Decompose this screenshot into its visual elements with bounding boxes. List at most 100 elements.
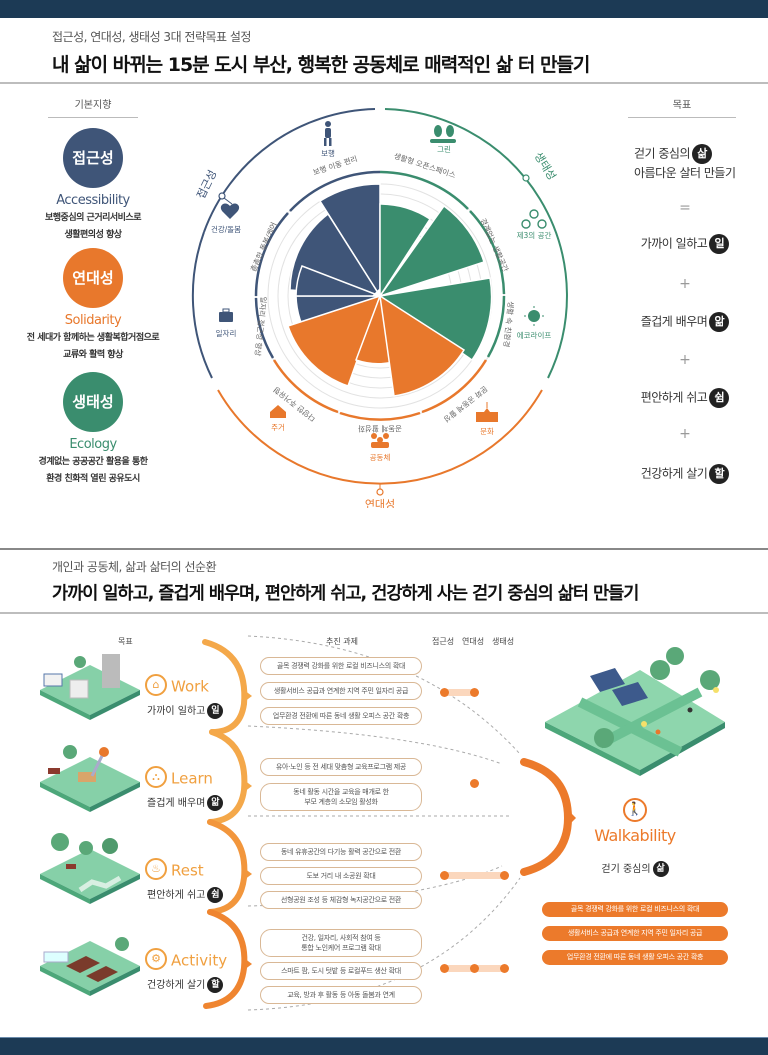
divider [48,117,138,118]
house-icon [270,405,286,418]
shop-icon: ⌂ [145,674,167,696]
task-work-1: 골목 경쟁력 강화를 위한 로컬 비즈니스의 확대 [260,657,422,675]
goal-work-row: ⌂ Work 가까이 일하고 일 [0,660,240,755]
outer-arc-solidarity [217,389,543,485]
principle-desc: 경계없는 공공공간 활용을 통한 환경 친화적 열린 공유도시 [38,457,148,484]
goal-main: 걷기 중심의 삶 아름다운 살터 만들기 [634,144,768,181]
top-bar [0,0,768,18]
heart-pulse-icon [220,203,240,219]
playground-icon: ⛬ [145,766,167,788]
principle-accessibility: 접근성 Accessibility 보행중심의 근거리서비스로 생활편의성 향상 [0,128,186,244]
wedge-green [379,203,432,299]
dot-accessibility [440,964,449,973]
principle-english: Accessibility [56,193,130,208]
icon-label-housing: 주거 [271,423,285,432]
people-network-icon [521,209,547,229]
badge-work: 일 [207,703,224,719]
icon-label-culture: 문화 [480,427,494,436]
goal-sub-rest: 편안하게 쉬고 쉼 [147,886,224,903]
radial-strategy-diagram: 보행 건강/돌봄 일자리 그린 제3의 공간 에코라이프 주거 공동체 문화 보… [191,108,568,508]
badge-rest: 쉼 [207,887,224,903]
task-activity-1: 건강, 일자리, 사회적 참여 등 통합 노인케어 프로그램 확대 [260,929,422,957]
badge-rest: 쉼 [709,388,730,408]
badge-health: 할 [709,464,730,484]
badge-work: 일 [709,234,730,254]
icon-label-jobs: 일자리 [216,329,237,338]
goal-illustrations [40,654,140,996]
section1-title: 내 삶이 바뀌는 15분 도시 부산, 행복한 공동체로 매력적인 삶 터 만들… [52,54,590,76]
principle-solidarity: 연대성 Solidarity 전 세대가 함께하는 생활복합거점으로 교류와 활력… [0,248,186,364]
section2-header: 개인과 공동체, 삶과 삶터의 선순환 가까이 일하고, 즐겁게 배우며, 편안… [0,548,768,614]
principle-ecology: 생태성 Ecology 경계없는 공공공간 활용을 통한 환경 친화적 열린 공유… [0,372,186,488]
community-icon [371,433,389,448]
track-label-community: 공동체 활성화 [358,424,402,434]
bottom-bar [0,1037,768,1055]
goal-name-rest: ♨ Rest [145,858,204,882]
dot-accessibility [440,871,449,880]
outer-arc-ecology [384,108,568,379]
badge-life: 삶 [652,861,669,877]
task-activity-3: 교육, 방과 후 활동 등 아동 돌봄과 연계 [260,986,422,1004]
goal-sub-activity: 건강하게 살기 할 [147,976,224,993]
walkability-task-1: 골목 경쟁력 강화를 위한 로컬 비즈니스의 확대 [542,902,728,917]
principle-english: Solidarity [64,313,122,328]
goal-name-activity: ⚙ Activity [145,948,227,972]
plus-sign: + [679,352,691,368]
briefcase-icon [219,308,233,322]
walkability-illustration-icon [545,647,725,776]
plus-sign: + [679,276,691,292]
left-header-label: 기본지향 [74,100,112,111]
task-learn-2: 동네 활동 시간을 교육을 매개로 한 부모 계층의 소모임 활성화 [260,783,422,811]
task-learn-1: 유아·노인 등 전 세대 맞춤형 교육프로그램 제공 [260,758,422,776]
dot-ecology [500,964,509,973]
goal-name-learn: ⛬ Learn [145,766,213,790]
wedge-culture [379,294,466,397]
icon-label-third-space: 제3의 공간 [517,230,552,240]
learn-illustration-icon [40,745,140,812]
sun-icon [524,306,544,326]
rest-illustration-icon [40,833,140,904]
walkability-task-2: 생활서비스 공급과 연계한 지역 주민 일자리 공급 [542,926,728,941]
left-column-header: 기본지향 [48,96,138,118]
goal-health: 건강하게 살기 할 [610,464,760,484]
task-work-3: 업무환경 전환에 따른 동네 생활 오피스 공간 확충 [260,707,422,725]
plus-sign: + [679,426,691,442]
col-label-tasks: 추진 과제 [326,637,358,646]
goal-rest: 편안하게 쉬고 쉼 [610,388,760,408]
icon-label-care: 건강/돌봄 [211,224,241,234]
task-rest-3: 선형공원 조성 등 체감형 녹지공간으로 전환 [260,891,422,909]
outer-arc-accessibility [203,108,376,233]
badge-activity: 할 [207,977,224,993]
track-label-ecolife: 생활 속 친환경 [502,301,517,348]
track-label-third-space: 경계없는 생활공간 [478,216,511,273]
walkability-sub: 걷기 중심의 삶 [580,860,690,877]
walkability-task-3: 업무환경 전환에 따른 동네 생활 오피스 공간 확충 [542,950,728,965]
principle-desc: 전 세대가 함께하는 생활복합거점으로 교류와 활력 향상 [26,333,160,360]
dot-ecology [500,871,509,880]
icon-label-community: 공동체 [370,452,391,462]
gear-icon: ⚙ [145,948,167,970]
col-label-accessibility: 접근성 [432,637,455,646]
task-work-2: 생활서비스 공급과 연계한 지역 주민 일자리 공급 [260,682,422,700]
section2-subtitle: 개인과 공동체, 삶과 삶터의 선순환 [52,560,217,574]
col-label-solidarity: 연대성 [462,637,485,646]
goal-name-work: ⌂ Work [145,674,209,698]
walking-person-icon [324,121,332,146]
col-label-ecology: 생태성 [492,637,515,646]
track-label-green: 생활형 오픈스페이스 [393,150,458,179]
work-illustration-icon [40,654,140,720]
dot-solidarity [470,964,479,973]
dot-solidarity [470,688,479,697]
principle-badge: 생태성 [63,372,123,432]
badge-life: 삶 [692,144,713,164]
right-header-label: 목표 [672,100,692,111]
track-label-care: 촘촘한 돌봄/케어 [248,220,279,273]
wedge-ecolife [378,277,493,362]
principle-english: Ecology [69,437,117,452]
outer-label-solidarity: 연대성 [365,498,395,508]
goal-learn: 즐겁게 배우며 앎 [610,312,760,332]
icon-label-green: 그린 [437,144,451,154]
goal-sub-work: 가까이 일하고 일 [147,702,224,719]
wedge-third-space [378,204,485,298]
task-activity-2: 스마트 팜, 도시 텃밭 등 로컬푸드 생산 확대 [260,962,422,980]
